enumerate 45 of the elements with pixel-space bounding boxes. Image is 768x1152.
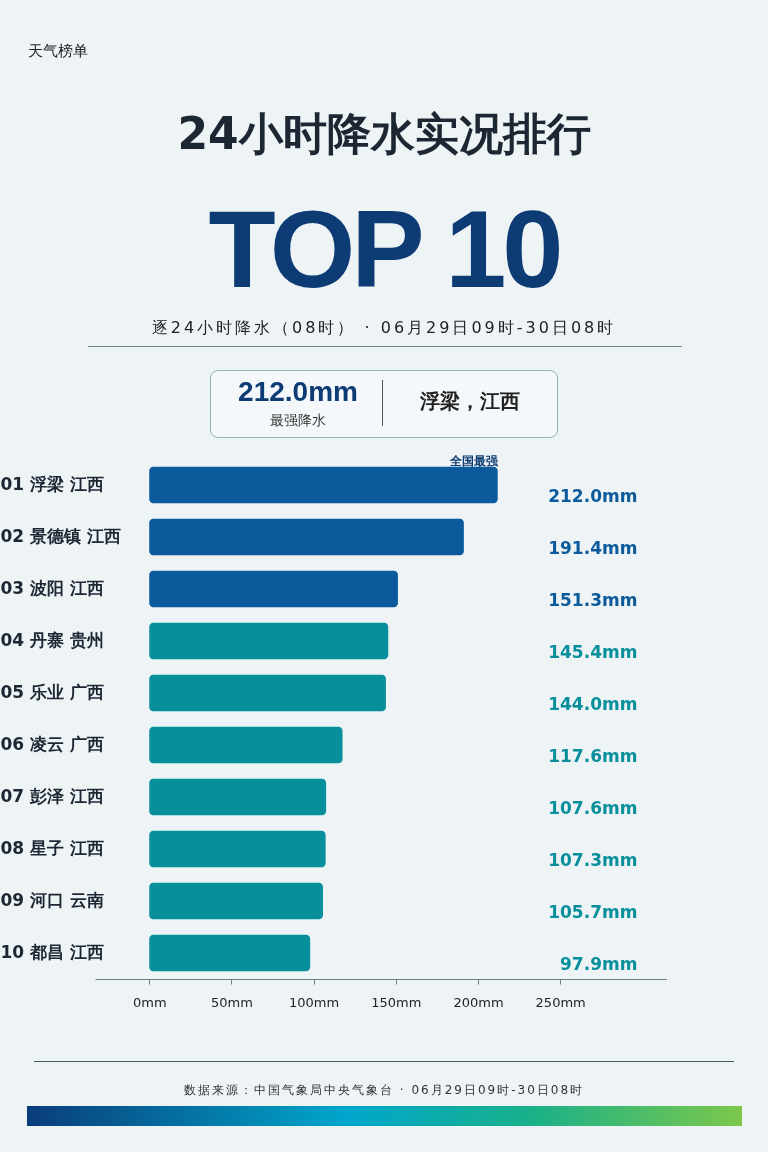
- x-tick-label: 50mm: [210, 994, 253, 1010]
- data-label: 107.3mm: [548, 850, 638, 870]
- bar: [149, 570, 398, 608]
- y-tick-label: 05 乐业 广西: [0, 682, 104, 702]
- x-tick-label: 0mm: [132, 994, 167, 1010]
- y-tick-label: 09 河口 云南: [0, 890, 104, 910]
- bar: [149, 830, 326, 868]
- y-tick-label: 01 浮梁 江西: [0, 474, 104, 494]
- x-tick-label: 250mm: [535, 994, 586, 1010]
- annotation: 全国最强: [448, 454, 499, 468]
- bar: [149, 518, 464, 556]
- x-tick-label: 200mm: [453, 994, 504, 1010]
- bar: [149, 882, 323, 920]
- y-tick-label: 06 凌云 广西: [0, 734, 104, 754]
- bar: [149, 778, 327, 816]
- data-label: 145.4mm: [548, 642, 638, 662]
- chart-subtitle: TOP 10: [207, 186, 561, 312]
- text: 浮梁，江西: [419, 388, 521, 415]
- bar: [149, 622, 389, 660]
- y-tick-label: 04 丹寨 贵州: [0, 630, 104, 650]
- text: 212.0mm: [237, 376, 359, 408]
- text: 逐24小时降水（08时） · 06月29日09时-30日08时: [150, 318, 618, 339]
- y-tick-label: 10 都昌 江西: [0, 942, 104, 962]
- bar: [149, 726, 343, 764]
- data-label: 107.6mm: [548, 798, 638, 818]
- bar: [149, 466, 498, 504]
- y-tick-label: 07 彭泽 江西: [0, 786, 104, 806]
- data-label: 212.0mm: [548, 486, 638, 506]
- data-label: 97.9mm: [560, 954, 638, 974]
- x-tick-label: 100mm: [289, 994, 340, 1010]
- data-label: 191.4mm: [548, 538, 638, 558]
- y-tick-label: 08 星子 江西: [0, 838, 104, 858]
- data-label: 151.3mm: [548, 590, 638, 610]
- data-label: 144.0mm: [548, 694, 638, 714]
- x-tick-label: 150mm: [371, 994, 422, 1010]
- data-label: 105.7mm: [548, 902, 638, 922]
- bar: [149, 934, 311, 972]
- text: 最强降水: [269, 412, 327, 430]
- y-tick-label: 02 景德镇 江西: [0, 526, 121, 546]
- bar: [149, 674, 386, 712]
- y-tick-label: 03 波阳 江西: [0, 578, 104, 598]
- chart-title: 24小时降水实况排行: [176, 107, 592, 161]
- source-note: 数据来源：中国气象局中央气象台 · 06月29日09时-30日08时: [182, 1082, 586, 1099]
- data-label: 117.6mm: [548, 746, 638, 766]
- text: 天气榜单: [28, 42, 88, 61]
